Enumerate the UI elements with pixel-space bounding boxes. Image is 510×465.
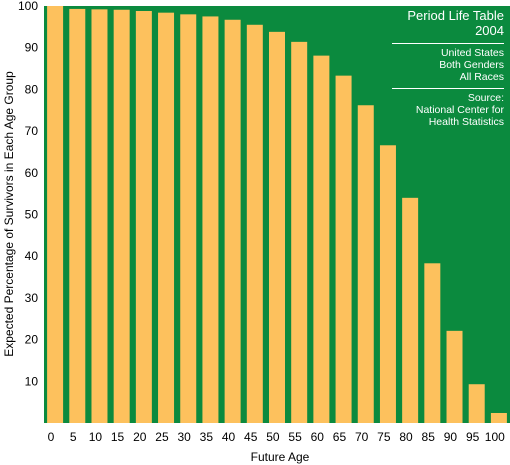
- y-tick-label: 40: [25, 249, 39, 263]
- x-tick-labels: 0 5 10 15 20 25 30 35 40 45 50 55 60 65 70 75 80 85 90 95 10…: [48, 430, 505, 444]
- y-tick-label: 10: [25, 374, 39, 388]
- legend-divider: [392, 88, 504, 89]
- note-races: All Races: [459, 71, 504, 83]
- x-tick-label: 95: [466, 430, 480, 444]
- x-axis-title: Future Age: [251, 450, 310, 464]
- x-tick-label: 5: [70, 430, 77, 444]
- note-genders: Both Genders: [439, 59, 504, 71]
- bar-age-25: [158, 12, 175, 423]
- bar-age-95: [468, 384, 485, 423]
- x-tick-label: 90: [444, 430, 458, 444]
- source-line-1: National Center for: [415, 104, 504, 116]
- bar-age-40: [224, 19, 241, 423]
- note-country: United States: [440, 47, 504, 59]
- x-tick-label: 30: [177, 430, 191, 444]
- x-tick-label: 65: [333, 430, 347, 444]
- bar-age-60: [313, 55, 330, 424]
- bar-age-75: [379, 145, 396, 423]
- bar-age-35: [202, 16, 219, 424]
- bar-age-5: [69, 8, 86, 423]
- legend-divider: [392, 43, 504, 44]
- bar-age-100: [490, 412, 507, 423]
- x-tick-label: 35: [200, 430, 214, 444]
- x-tick-label: 70: [355, 430, 369, 444]
- chart-subtitle: 2004: [475, 23, 504, 38]
- bar-age-10: [91, 9, 108, 424]
- source-label: Source:: [467, 92, 504, 104]
- x-tick-label: 10: [89, 430, 103, 444]
- bar-age-15: [113, 9, 130, 423]
- x-tick-label: 50: [266, 430, 280, 444]
- x-tick-label: 0: [48, 430, 55, 444]
- bar-age-85: [424, 263, 441, 423]
- y-tick-label: 80: [25, 82, 39, 96]
- x-tick-label: 45: [244, 430, 258, 444]
- x-tick-label: 75: [377, 430, 391, 444]
- y-tick-label: 90: [25, 41, 39, 55]
- x-tick-label: 55: [288, 430, 302, 444]
- chart-legend: Period Life Table 2004 United States Bot…: [392, 8, 504, 128]
- bar-age-20: [135, 11, 152, 423]
- x-tick-label: 25: [155, 430, 169, 444]
- x-tick-label: 40: [222, 430, 236, 444]
- chart-title: Period Life Table: [407, 8, 504, 23]
- x-tick-label: 100: [485, 430, 505, 444]
- bar-age-55: [291, 41, 308, 424]
- bar-group: [47, 6, 507, 424]
- y-tick-label: 20: [25, 333, 39, 347]
- source-line-2: Health Statistics: [428, 116, 504, 128]
- x-tick-label: 20: [133, 430, 147, 444]
- y-tick-label: 60: [25, 166, 39, 180]
- y-tick-label: 30: [25, 291, 39, 305]
- bar-age-45: [246, 24, 263, 424]
- bar-age-70: [357, 105, 374, 423]
- x-tick-label: 85: [422, 430, 436, 444]
- bar-age-90: [446, 330, 463, 423]
- bar-age-0: [47, 6, 64, 423]
- x-tick-label: 15: [111, 430, 125, 444]
- bar-age-65: [335, 75, 352, 423]
- y-tick-label: 70: [25, 124, 39, 138]
- bar-age-80: [402, 197, 419, 423]
- x-tick-label: 80: [399, 430, 413, 444]
- y-axis-title: Expected Percentage of Survivors in Each…: [2, 71, 16, 357]
- y-tick-label: 100: [18, 0, 38, 13]
- y-tick-labels: 10 20 30 40 50 60 70 80 90 100: [18, 0, 38, 388]
- bar-age-50: [269, 31, 285, 423]
- bar-age-30: [180, 14, 197, 424]
- y-tick-label: 50: [25, 208, 39, 222]
- x-tick-label: 60: [311, 430, 325, 444]
